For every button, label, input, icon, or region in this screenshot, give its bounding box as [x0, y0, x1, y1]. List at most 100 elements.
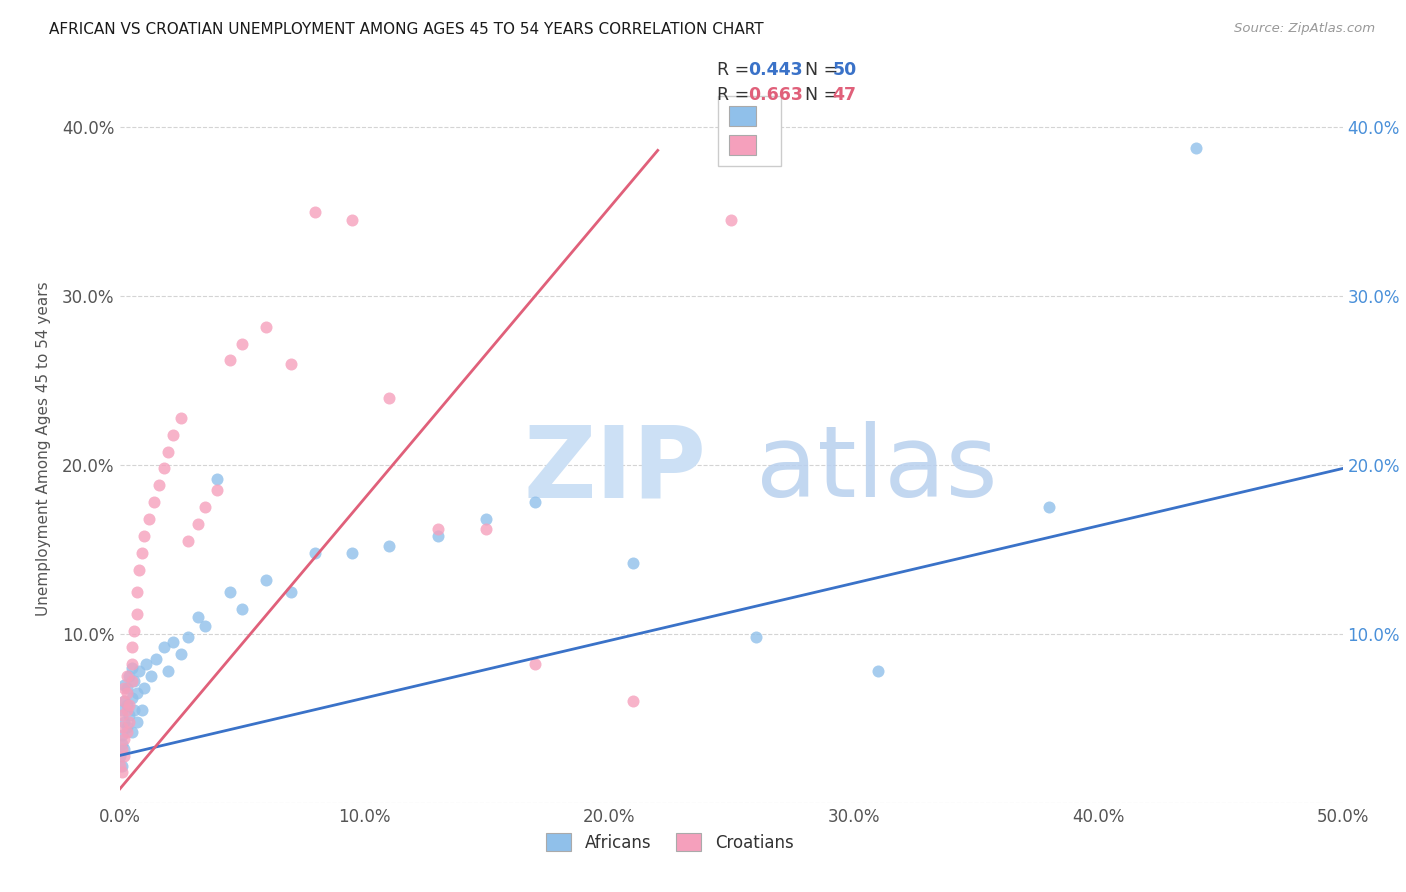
Point — [131, 703, 153, 717]
Point — [141, 669, 163, 683]
Point — [148, 478, 170, 492]
Point — [162, 427, 184, 442]
Point — [157, 664, 180, 678]
Point — [254, 319, 277, 334]
Point — [115, 724, 138, 739]
Point — [112, 694, 135, 708]
Point — [132, 529, 155, 543]
Point — [125, 584, 148, 599]
Point — [207, 483, 229, 498]
Point — [108, 748, 131, 763]
Point — [112, 714, 135, 729]
Point — [118, 669, 141, 683]
Legend: Africans, Croatians: Africans, Croatians — [540, 826, 800, 858]
Point — [111, 728, 134, 742]
Text: 0.663: 0.663 — [748, 87, 803, 104]
Point — [111, 741, 134, 756]
Text: AFRICAN VS CROATIAN UNEMPLOYMENT AMONG AGES 45 TO 54 YEARS CORRELATION CHART: AFRICAN VS CROATIAN UNEMPLOYMENT AMONG A… — [49, 22, 763, 37]
Point — [280, 584, 302, 599]
Point — [111, 758, 134, 772]
Point — [112, 694, 135, 708]
Point — [866, 664, 889, 678]
Point — [254, 573, 277, 587]
Point — [111, 765, 134, 780]
Text: R =: R = — [717, 61, 755, 78]
Point — [112, 678, 135, 692]
Point — [121, 640, 143, 655]
Point — [122, 674, 145, 689]
Point — [111, 737, 134, 751]
Text: ZIP: ZIP — [524, 421, 707, 518]
Point — [426, 529, 449, 543]
Point — [218, 353, 240, 368]
Point — [231, 336, 253, 351]
Point — [145, 652, 167, 666]
Text: atlas: atlas — [755, 421, 997, 518]
Point — [118, 708, 141, 723]
Point — [524, 495, 547, 509]
Point — [426, 522, 449, 536]
Point — [340, 546, 363, 560]
Text: 47: 47 — [832, 87, 856, 104]
Point — [377, 391, 399, 405]
Point — [475, 522, 498, 536]
Point — [125, 714, 148, 729]
Point — [112, 731, 135, 746]
Point — [177, 630, 200, 644]
Point — [128, 563, 150, 577]
Point — [340, 213, 363, 227]
Text: 50: 50 — [832, 61, 856, 78]
Point — [169, 410, 191, 425]
Point — [132, 681, 155, 695]
Point — [121, 691, 143, 706]
Point — [131, 546, 153, 560]
Point — [122, 703, 145, 717]
Text: N =: N = — [794, 87, 844, 104]
Point — [115, 720, 138, 734]
Point — [115, 698, 138, 712]
Point — [121, 657, 143, 672]
Point — [621, 556, 644, 570]
Text: 0.443: 0.443 — [748, 61, 803, 78]
Point — [621, 694, 644, 708]
Y-axis label: Unemployment Among Ages 45 to 54 years: Unemployment Among Ages 45 to 54 years — [37, 281, 51, 615]
Point — [744, 630, 766, 644]
Point — [111, 703, 134, 717]
Point — [377, 539, 399, 553]
Point — [152, 461, 174, 475]
Point — [152, 640, 174, 655]
Point — [304, 546, 326, 560]
Text: N =: N = — [794, 61, 844, 78]
Point — [187, 517, 209, 532]
Point — [118, 698, 141, 712]
Point — [177, 534, 200, 549]
Point — [121, 674, 143, 689]
Point — [121, 724, 143, 739]
Point — [125, 607, 148, 621]
Point — [720, 213, 742, 227]
Point — [157, 444, 180, 458]
Point — [115, 681, 138, 695]
Point — [207, 472, 229, 486]
Point — [128, 664, 150, 678]
Point — [115, 686, 138, 700]
Text: Source: ZipAtlas.com: Source: ZipAtlas.com — [1234, 22, 1375, 36]
Point — [121, 661, 143, 675]
Point — [280, 357, 302, 371]
Point — [111, 720, 134, 734]
Point — [115, 703, 138, 717]
Text: R =: R = — [717, 87, 755, 104]
Point — [118, 714, 141, 729]
Point — [112, 741, 135, 756]
Point — [115, 669, 138, 683]
Point — [194, 618, 217, 632]
Point — [231, 601, 253, 615]
Point — [112, 748, 135, 763]
Point — [194, 500, 217, 515]
Point — [187, 610, 209, 624]
Point — [142, 495, 165, 509]
Point — [135, 657, 157, 672]
Point — [112, 681, 135, 695]
Point — [1038, 500, 1060, 515]
Point — [122, 624, 145, 638]
